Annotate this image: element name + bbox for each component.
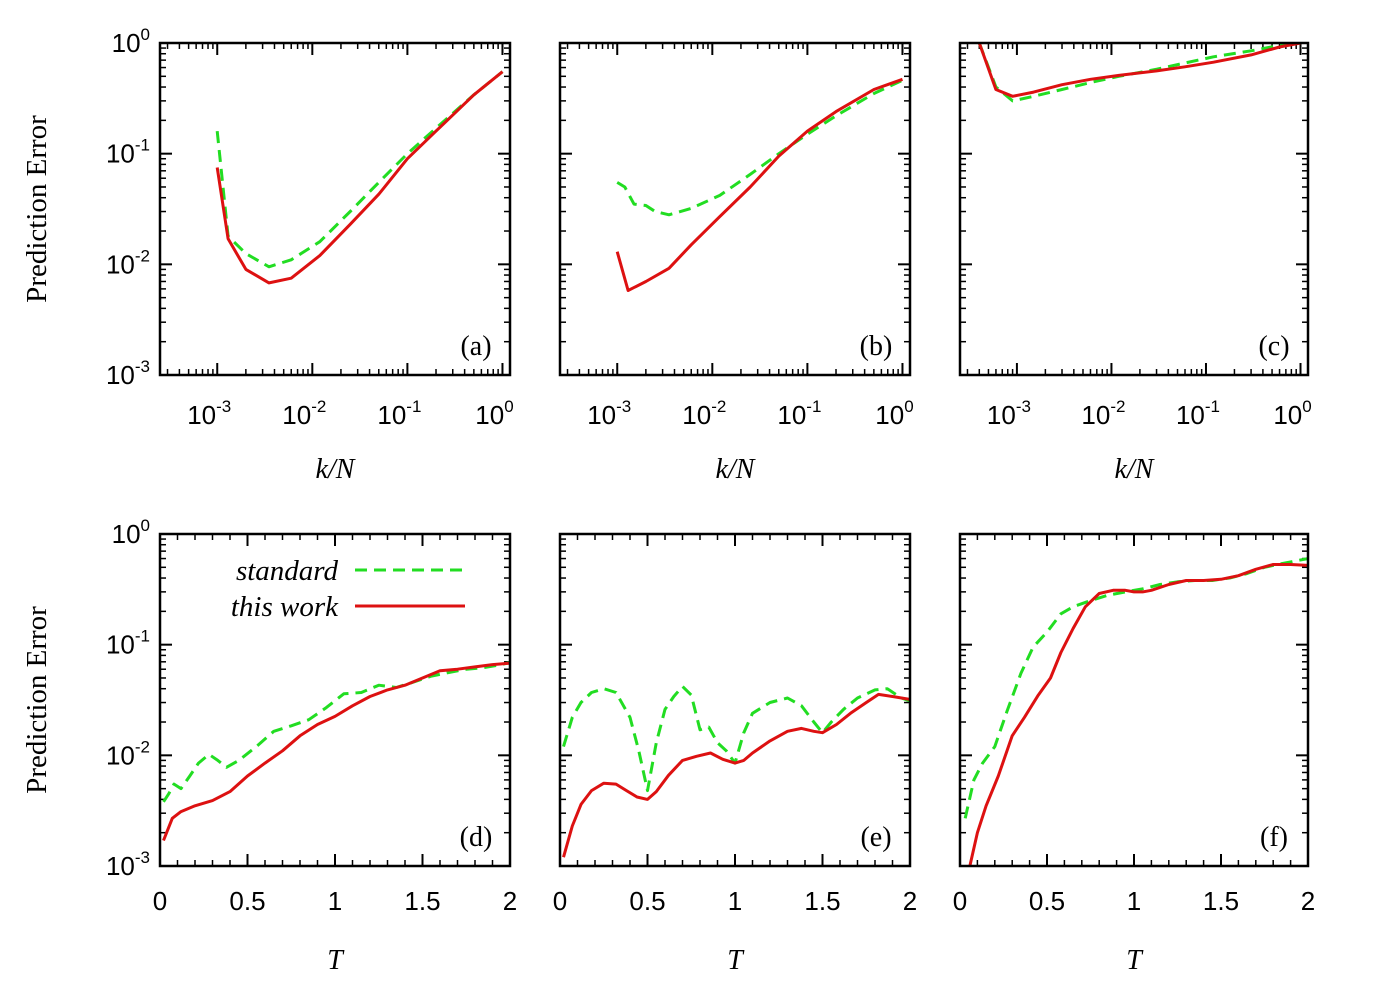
- series-line-this-work: [215, 70, 504, 285]
- y-ticks: [560, 42, 910, 376]
- y-ticks: [560, 533, 910, 867]
- panel-label: (b): [860, 331, 893, 362]
- y-tick-label: 10-2: [106, 246, 150, 279]
- x-axis-title: T: [727, 945, 745, 976]
- x-axis-title: k/N: [716, 454, 756, 485]
- x-tick-label: 0: [953, 886, 967, 916]
- panel-label: (f): [1260, 822, 1288, 853]
- x-tick-label: 100: [475, 397, 513, 430]
- panel-b: 10-3 10-2 10-1 100 (b) k/N: [558, 41, 914, 485]
- x-tick-label: 10-1: [377, 397, 421, 430]
- x-tick-label: 10-3: [187, 397, 231, 430]
- x-tick-label: 10-1: [777, 397, 821, 430]
- y-tick-label: 10-1: [106, 627, 150, 660]
- x-tick-label: 1.5: [804, 886, 840, 916]
- x-tick-label: 1: [728, 886, 742, 916]
- x-tick-label: 10-3: [587, 397, 631, 430]
- panel-label: (a): [460, 331, 491, 362]
- x-tick-label: 1: [328, 886, 342, 916]
- x-axis-title: T: [327, 945, 345, 976]
- y-ticks: [160, 42, 510, 376]
- x-ticks: [559, 534, 911, 866]
- x-tick-label: 2: [1301, 886, 1315, 916]
- plot-frame: [558, 41, 912, 377]
- panel-a: 100 10-1 10-2 10-3 10-3 10-2 10-1 100 (a) k/N Pred…: [21, 25, 514, 485]
- series-line-standard: [162, 661, 510, 803]
- panel-label: (c): [1258, 331, 1289, 362]
- plot-frame: [158, 41, 512, 377]
- x-tick-label: 0: [153, 886, 167, 916]
- x-tick-label: 100: [1273, 397, 1311, 430]
- panel-e: 0 0.5 1 1.5 2 (e) T: [553, 532, 917, 976]
- y-ticks: [960, 533, 1308, 867]
- x-tick-label: 1.5: [1203, 886, 1239, 916]
- x-tick-label: 2: [903, 886, 917, 916]
- legend: standard this work: [231, 555, 465, 623]
- panel-label: (d): [460, 822, 493, 853]
- y-axis-title: Prediction Error: [21, 606, 53, 794]
- x-ticks: [959, 534, 1309, 866]
- x-tick-label: 10-2: [682, 397, 726, 430]
- y-tick-label: 100: [112, 25, 150, 58]
- x-tick-label: 0.5: [1029, 886, 1065, 916]
- plot-frame: [958, 532, 1310, 868]
- x-tick-label: 10-2: [1081, 397, 1125, 430]
- legend-label-standard: standard: [236, 555, 339, 587]
- y-tick-label: 10-3: [106, 848, 150, 881]
- panel-d: 100 10-1 10-2 10-30 0.5 1 1.5 2 (d) T Prediction E…: [21, 516, 517, 976]
- legend-label-this-work: this work: [231, 591, 339, 623]
- plot-frame: [558, 532, 912, 868]
- x-ticks: [166, 43, 504, 375]
- series-line-this-work: [162, 661, 510, 842]
- series-line-standard: [963, 557, 1308, 819]
- x-tick-label: 1: [1127, 886, 1141, 916]
- y-tick-label: 10-1: [106, 136, 150, 169]
- series-line-this-work: [615, 77, 904, 292]
- x-tick-label: 0.5: [229, 886, 265, 916]
- panel-label: (e): [860, 822, 891, 853]
- x-axis-title: T: [1126, 945, 1144, 976]
- x-tick-label: 0.5: [629, 886, 665, 916]
- x-tick-label: 10-3: [987, 397, 1031, 430]
- series-line-this-work: [968, 563, 1308, 866]
- y-ticks: [960, 42, 1308, 376]
- x-tick-label: 10-1: [1176, 397, 1220, 430]
- x-tick-label: 10-2: [282, 397, 326, 430]
- x-tick-label: 1.5: [404, 886, 440, 916]
- x-tick-label: 0: [553, 886, 567, 916]
- y-axis-title: Prediction Error: [21, 115, 53, 303]
- x-axis-title: k/N: [1115, 454, 1155, 485]
- x-axis-title: k/N: [316, 454, 356, 485]
- plot-frame: [158, 532, 512, 868]
- x-ticks: [966, 43, 1302, 375]
- series-line-standard: [562, 684, 910, 793]
- y-tick-label: 10-2: [106, 737, 150, 770]
- series-line-standard: [215, 70, 504, 269]
- series-line-standard: [616, 78, 904, 217]
- x-tick-label: 100: [875, 397, 913, 430]
- panel-f: 0 0.5 1 1.5 2 (f) T: [953, 532, 1315, 976]
- x-tick-label: 2: [503, 886, 517, 916]
- series-line-this-work: [977, 43, 1301, 98]
- y-tick-label: 100: [112, 516, 150, 549]
- series-line-this-work: [562, 692, 910, 858]
- panel-c: 10-3 10-2 10-1 100 (c) k/N: [958, 41, 1312, 485]
- x-ticks: [566, 43, 904, 375]
- y-tick-label: 10-3: [106, 357, 150, 390]
- plot-frame: [958, 41, 1310, 377]
